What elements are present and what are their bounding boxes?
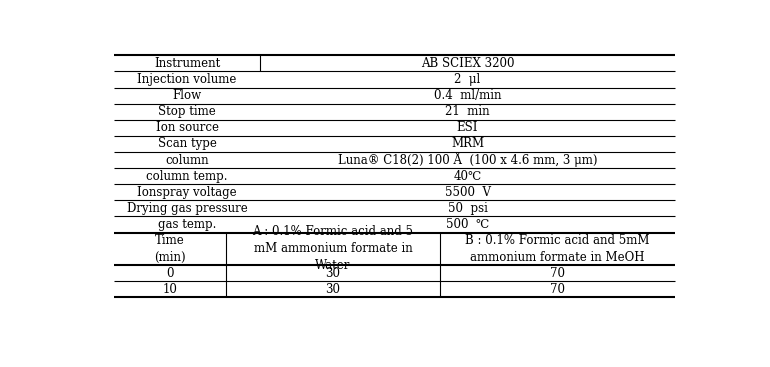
Text: Scan type: Scan type xyxy=(158,137,216,150)
Text: 50  psi: 50 psi xyxy=(447,202,487,215)
Text: 5500  V: 5500 V xyxy=(444,186,490,199)
Text: 40℃: 40℃ xyxy=(454,170,481,183)
Text: Ion source: Ion source xyxy=(156,121,219,134)
Text: Flow: Flow xyxy=(172,89,202,102)
Text: B : 0.1% Formic acid and 5mM
ammonium formate in MeOH: B : 0.1% Formic acid and 5mM ammonium fo… xyxy=(465,234,650,264)
Text: Injection volume: Injection volume xyxy=(137,73,236,86)
Text: 30: 30 xyxy=(326,283,340,296)
Text: 0.4  ml/min: 0.4 ml/min xyxy=(434,89,501,102)
Text: 10: 10 xyxy=(162,283,178,296)
Text: Drying gas pressure: Drying gas pressure xyxy=(127,202,247,215)
Text: Instrument: Instrument xyxy=(154,57,220,70)
Text: A : 0.1% Formic acid and 5
mM ammonium formate in
Water: A : 0.1% Formic acid and 5 mM ammonium f… xyxy=(253,225,413,272)
Text: 70: 70 xyxy=(550,283,565,296)
Text: AB SCIEX 3200: AB SCIEX 3200 xyxy=(420,57,514,70)
Text: column temp.: column temp. xyxy=(146,170,228,183)
Text: 70: 70 xyxy=(550,266,565,280)
Text: gas temp.: gas temp. xyxy=(158,218,216,231)
Text: MRM: MRM xyxy=(451,137,484,150)
Text: Ionspray voltage: Ionspray voltage xyxy=(137,186,237,199)
Text: column: column xyxy=(166,153,209,167)
Text: Stop time: Stop time xyxy=(158,105,216,118)
Text: 2  μl: 2 μl xyxy=(454,73,480,86)
Text: 21  min: 21 min xyxy=(445,105,490,118)
Text: ESI: ESI xyxy=(457,121,478,134)
Text: 0: 0 xyxy=(166,266,174,280)
Text: 500  ℃: 500 ℃ xyxy=(446,218,489,231)
Text: Time
(min): Time (min) xyxy=(155,234,186,264)
Text: 30: 30 xyxy=(326,266,340,280)
Text: Luna® C18(2) 100 Å  (100 x 4.6 mm, 3 μm): Luna® C18(2) 100 Å (100 x 4.6 mm, 3 μm) xyxy=(338,153,598,167)
